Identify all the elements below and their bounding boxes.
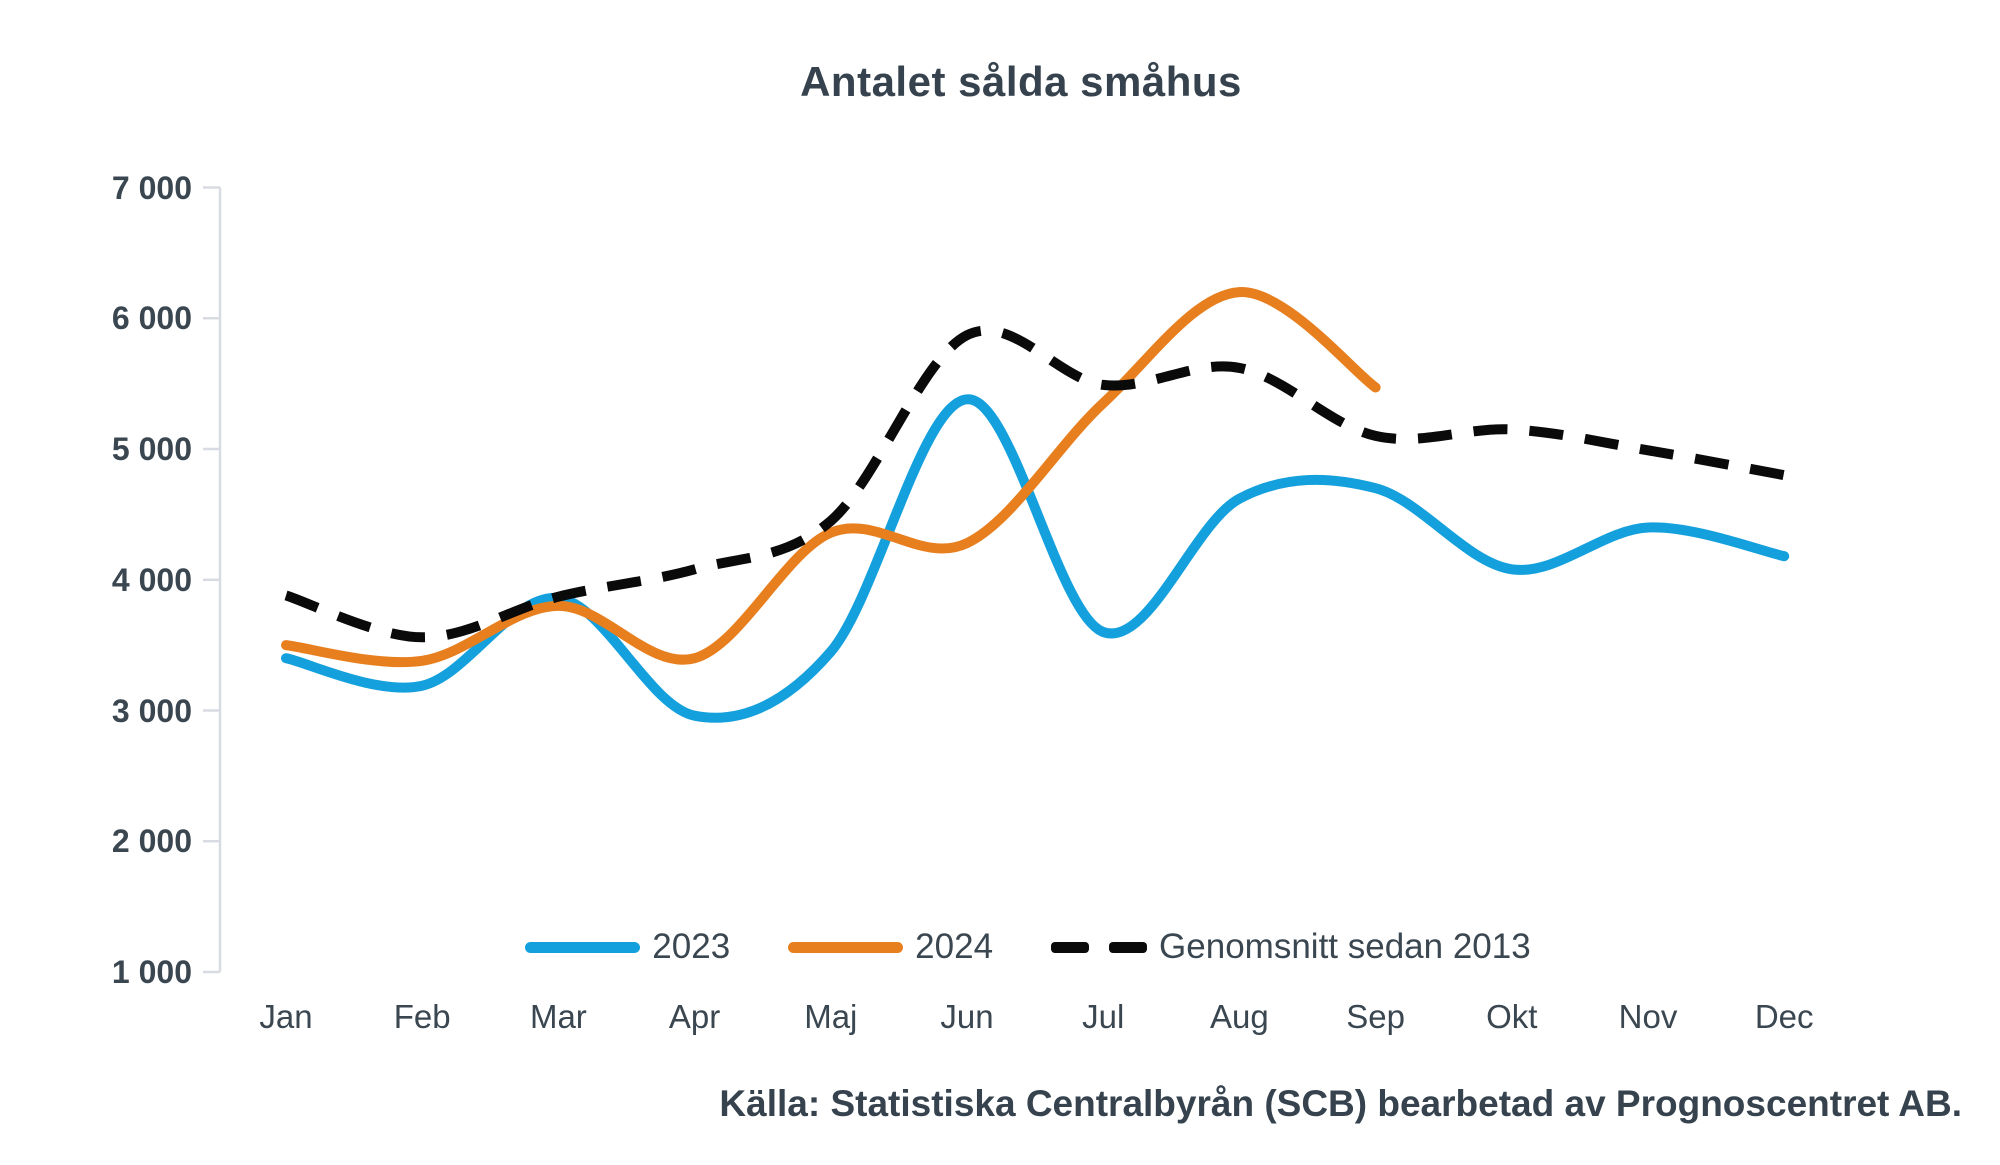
y-tick-label: 2 000 (111, 823, 192, 860)
legend-line-icon (525, 941, 641, 953)
legend-label: Genomsnitt sedan 2013 (1159, 927, 1531, 966)
series-line-2024 (281, 287, 1381, 668)
x-tick-label: Sep (1346, 998, 1405, 1035)
legend: 2023 2024 Genomsnitt sedan 2013 (28, 927, 2000, 967)
legend-label: 2023 (652, 927, 731, 966)
y-tick-label: 3 000 (111, 692, 192, 729)
series-line-genomsnitt-sedan-2013 (284, 325, 1786, 643)
legend-line-icon (788, 941, 904, 953)
source-note: Källa: Statistiska Centralbyrån (SCB) be… (719, 1083, 1962, 1124)
x-tick-label: Okt (1486, 998, 1538, 1035)
y-axis (203, 186, 222, 974)
x-tick-label: Dec (1754, 998, 1814, 1035)
y-tick-label: 5 000 (111, 431, 192, 467)
x-tick-label: Jan (259, 998, 313, 1035)
series-line-2023 (281, 394, 1790, 723)
x-tick-label: Maj (804, 998, 858, 1035)
series-lines (281, 287, 1790, 723)
legend-dash-segment (1051, 941, 1090, 953)
legend-item: 2023 (525, 927, 730, 967)
legend-item: Genomsnitt sedan 2013 (1051, 927, 1531, 967)
legend-dashed-line-icon (1051, 941, 1148, 953)
legend-item: 2024 (788, 927, 993, 967)
x-tick-label: Jul (1082, 998, 1125, 1035)
legend-dash-segment (1109, 941, 1148, 953)
x-tick-label: Feb (393, 998, 451, 1035)
x-tick-label: Nov (1618, 998, 1678, 1035)
y-tick-label: 7 000 (111, 169, 192, 206)
x-tick-label: Apr (668, 998, 721, 1035)
y-tick-label: 6 000 (111, 300, 192, 337)
x-tick-label: Jun (940, 998, 994, 1035)
legend-label: 2024 (915, 927, 994, 966)
x-tick-label: Aug (1210, 998, 1269, 1035)
chart-title: Antalet sålda småhus (800, 58, 1242, 105)
y-tick-label: 4 000 (111, 561, 192, 598)
y-tick-label: 1 000 (111, 954, 192, 990)
x-tick-label: Mar (529, 998, 587, 1035)
